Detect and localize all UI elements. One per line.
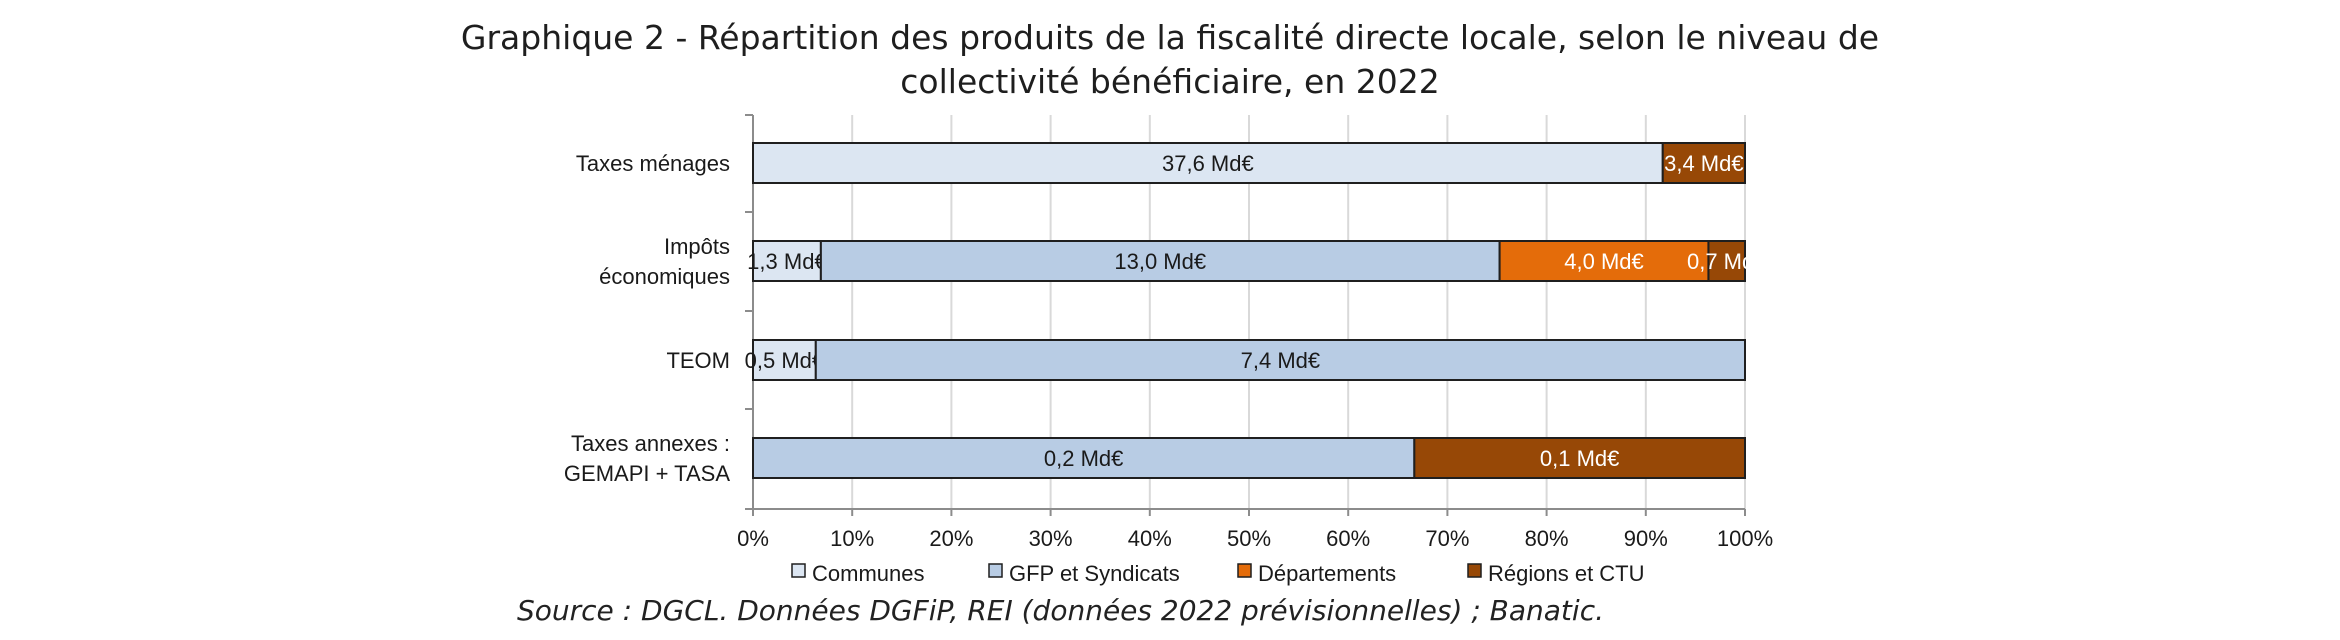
x-tick-label: 10% [830, 526, 874, 551]
legend-label: Régions et CTU [1488, 561, 1645, 586]
data-label: 13,0 Md€ [1114, 249, 1206, 274]
data-label: 37,6 Md€ [1162, 151, 1254, 176]
bar-segment [1661, 142, 1746, 184]
category-label: GEMAPI + TASA [564, 461, 730, 486]
data-label: 0,5 Md€ [745, 348, 825, 373]
bar-segment [1413, 437, 1747, 479]
bar-segment [814, 339, 1746, 381]
bar-segment [1498, 240, 1710, 282]
bar-segment [752, 142, 1664, 184]
x-tick-label: 100% [1717, 526, 1773, 551]
chart-title-line-1: Graphique 2 - Répartition des produits d… [460, 18, 1880, 57]
x-tick-label: 90% [1624, 526, 1668, 551]
x-tick-label: 40% [1128, 526, 1172, 551]
category-label: TEOM [666, 348, 730, 373]
data-label: 0,7 Md€ [1687, 249, 1767, 274]
legend-swatch [988, 563, 1003, 578]
category-label: Taxes ménages [576, 151, 730, 176]
legend-swatch [791, 563, 806, 578]
data-label: 7,4 Md€ [1241, 348, 1321, 373]
chart-title: Graphique 2 - Répartition des produits d… [0, 16, 2340, 104]
data-label: 3,4 Md€ [1664, 151, 1744, 176]
legend-label: Communes [812, 561, 924, 586]
data-label: 1,3 Md€ [747, 249, 827, 274]
bar-segment [752, 339, 817, 381]
legend-label: GFP et Syndicats [1009, 561, 1180, 586]
legend-swatch [1467, 563, 1482, 578]
chart-title-line-2: collectivité bénéficiaire, en 2022 [900, 62, 1440, 101]
x-tick-label: 80% [1525, 526, 1569, 551]
data-label: 4,0 Md€ [1564, 249, 1644, 274]
bar-segment [1707, 240, 1747, 282]
legend-swatch [1237, 563, 1252, 578]
data-label: 0,1 Md€ [1540, 446, 1620, 471]
x-tick-label: 70% [1425, 526, 1469, 551]
source-note: Source : DGCL. Données DGFiP, REI (donné… [517, 594, 1604, 627]
category-label: Taxes annexes : [571, 431, 730, 456]
x-tick-label: 60% [1326, 526, 1370, 551]
x-tick-label: 50% [1227, 526, 1271, 551]
bar-segment [752, 437, 1416, 479]
legend-label: Départements [1258, 561, 1396, 586]
x-tick-label: 30% [1029, 526, 1073, 551]
x-tick-label: 20% [929, 526, 973, 551]
category-label: économiques [599, 264, 730, 289]
bar-segment [819, 240, 1501, 282]
category-label: Impôts [664, 234, 730, 259]
bar-segment [752, 240, 822, 282]
data-label: 0,2 Md€ [1044, 446, 1124, 471]
x-tick-label: 0% [737, 526, 769, 551]
